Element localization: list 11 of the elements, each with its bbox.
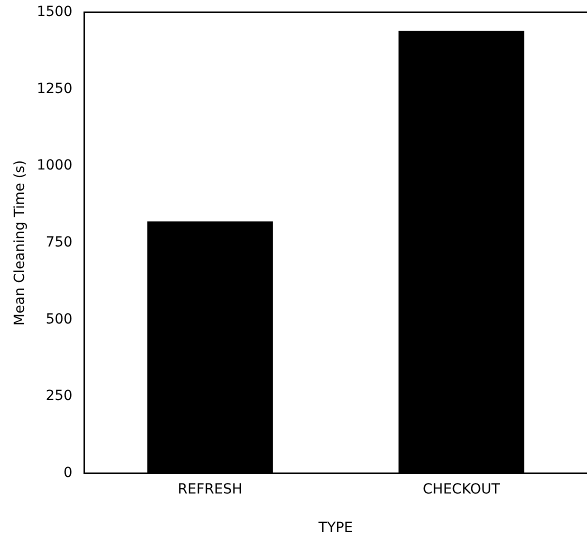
y-tick-label: 1250: [36, 80, 72, 97]
y-tick-label: 1000: [36, 158, 72, 174]
y-tick-label: 0: [64, 465, 72, 482]
y-tick-label: 1500: [36, 4, 72, 20]
y-tick-label: 750: [46, 234, 72, 251]
y-tick-label: 500: [46, 311, 72, 328]
y-tick-label: 250: [46, 388, 72, 404]
x-tick-label: CHECKOUT: [422, 481, 500, 498]
x-axis-title: TYPE: [318, 520, 353, 536]
y-axis-title: Mean Cleaning Time (s): [12, 160, 28, 326]
x-tick-label: REFRESH: [178, 481, 242, 498]
